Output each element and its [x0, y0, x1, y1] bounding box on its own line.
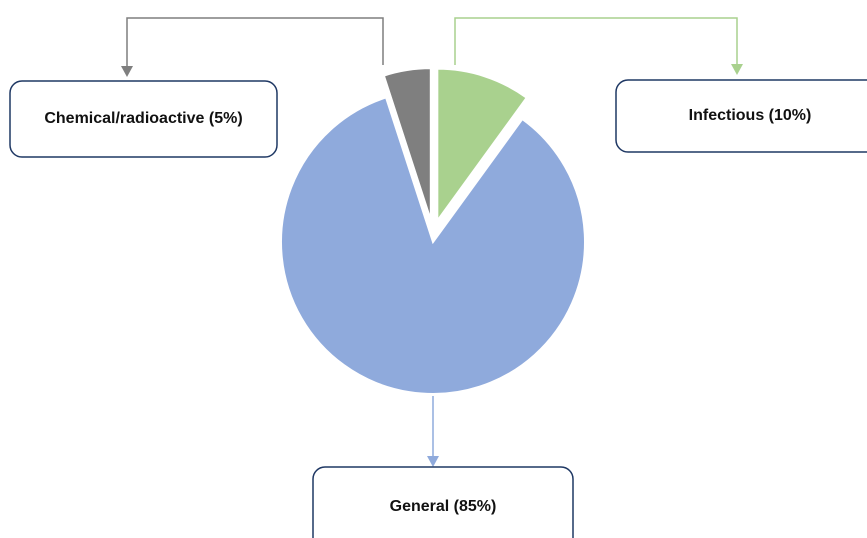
- connector: [126, 17, 384, 66]
- label-box: [9, 80, 278, 158]
- pie-slice: [382, 67, 432, 221]
- connector: [454, 17, 738, 65]
- pie-slice: [280, 96, 586, 395]
- slice-label: Infectious (10%): [689, 107, 812, 124]
- label-box: [615, 79, 867, 153]
- arrowhead: [121, 66, 133, 77]
- pie-slice: [436, 67, 529, 224]
- arrowhead: [731, 64, 743, 75]
- slice-label: General (85%): [390, 498, 497, 515]
- arrowhead: [427, 456, 439, 467]
- label-box: [312, 466, 574, 538]
- slice-label: Chemical/radioactive (5%): [44, 110, 242, 127]
